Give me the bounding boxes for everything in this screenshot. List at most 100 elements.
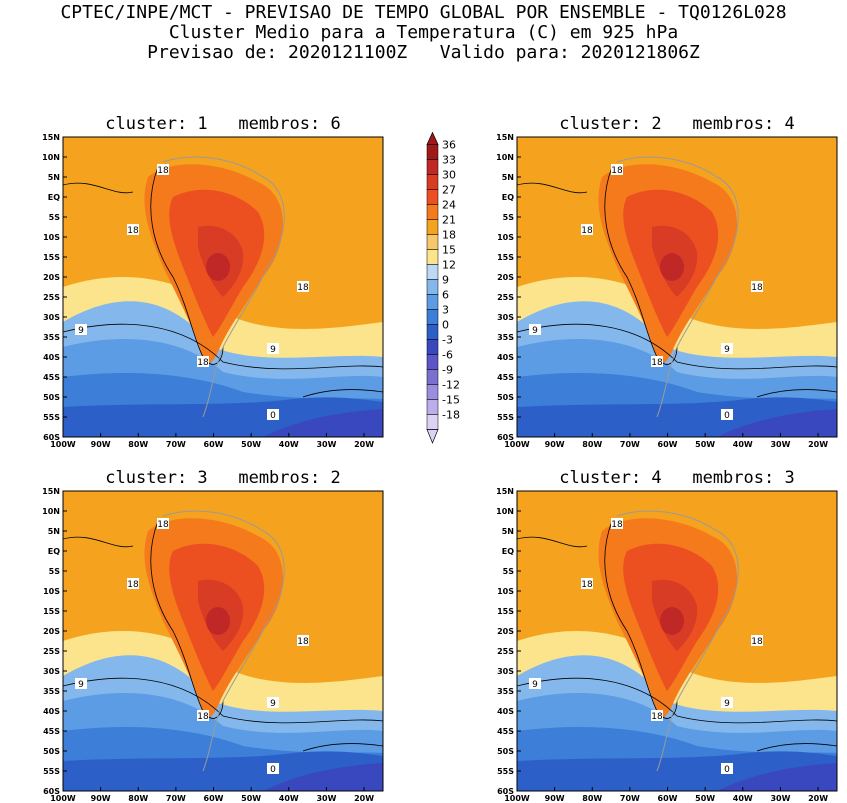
lat-tick-10S: 10S xyxy=(497,233,514,242)
lon-tick-20W: 20W xyxy=(354,440,374,449)
header-line-3: Previsao de: 2020121100Z Valido para: 20… xyxy=(147,42,700,63)
colorbar-label-24: 24 xyxy=(442,199,456,212)
panel-4-title: cluster: 4 membros: 3 xyxy=(559,468,795,488)
contour-label-c9b: 9 xyxy=(724,699,730,709)
colorbar-swatch-6 xyxy=(426,294,439,310)
contour-label-c18a: 18 xyxy=(157,166,169,176)
contour-label-c9a: 9 xyxy=(532,326,538,336)
contour-label-c18b: 18 xyxy=(127,580,139,590)
lon-tick-30W: 30W xyxy=(770,794,790,803)
lat-tick-40S: 40S xyxy=(43,707,60,716)
panel-1-title: cluster: 1 membros: 6 xyxy=(105,114,341,134)
lat-tick-5N: 5N xyxy=(502,527,514,536)
colorbar-label-9: 9 xyxy=(442,274,449,287)
lat-tick-5S: 5S xyxy=(49,213,61,222)
lat-tick-55S: 55S xyxy=(43,413,60,422)
contour-label-c18a: 18 xyxy=(157,520,169,530)
lat-tick-20S: 20S xyxy=(497,627,514,636)
contour-label-box xyxy=(75,678,87,689)
colorbar-swatch-9 xyxy=(426,279,439,295)
lat-tick-60S: 60S xyxy=(497,787,514,796)
lat-tick-15S: 15S xyxy=(43,607,60,616)
colorbar-swatch-12 xyxy=(426,264,439,280)
colorbar-label--9: -9 xyxy=(442,364,453,377)
plot-frame xyxy=(62,136,384,438)
lat-tick-35S: 35S xyxy=(43,333,60,342)
lat-tick-30S: 30S xyxy=(43,313,60,322)
lat-tick-10S: 10S xyxy=(43,233,60,242)
temperature-field xyxy=(516,490,838,792)
lon-tick-70W: 70W xyxy=(166,440,186,449)
contour-label-c9b: 9 xyxy=(270,699,276,709)
header-line-2: Cluster Medio para a Temperatura (C) em … xyxy=(168,22,679,43)
contour-label-box xyxy=(651,356,663,367)
panel-1-map: 18 18 18 18 9 9 0 15N 10N 5N EQ 5S 10S 15S 20S 25S 30S 35… xyxy=(42,133,384,449)
contour-label-c9a: 9 xyxy=(532,680,538,690)
panel-3-title: cluster: 3 membros: 2 xyxy=(105,468,341,488)
colorbar-label-27: 27 xyxy=(442,184,456,197)
lon-tick-80W: 80W xyxy=(582,794,602,803)
contour-label-c18c: 18 xyxy=(297,637,309,647)
lon-tick-20W: 20W xyxy=(354,794,374,803)
contour-label-c18b: 18 xyxy=(581,226,593,236)
contour-label-c18a: 18 xyxy=(611,520,623,530)
contour-label-box xyxy=(75,324,87,335)
lat-tick-35S: 35S xyxy=(497,333,514,342)
lat-tick-10N: 10N xyxy=(42,507,60,516)
lon-tick-100W: 100W xyxy=(504,440,530,449)
lat-tick-25S: 25S xyxy=(497,647,514,656)
contour-label-c18c: 18 xyxy=(751,283,763,293)
colorbar-top-arrow xyxy=(426,131,439,145)
lat-tick-30S: 30S xyxy=(43,667,60,676)
colorbar-swatch-24 xyxy=(426,204,439,220)
colorbar-label-3: 3 xyxy=(442,304,449,317)
contour-label-c18c: 18 xyxy=(751,637,763,647)
contour-label-c18b: 18 xyxy=(127,226,139,236)
colorbar-swatch-30 xyxy=(426,174,439,190)
contour-label-box xyxy=(529,324,541,335)
lat-tick-25S: 25S xyxy=(43,293,60,302)
lon-tick-70W: 70W xyxy=(166,794,186,803)
lat-tick-60S: 60S xyxy=(43,787,60,796)
contour-label-c18d: 18 xyxy=(197,358,209,368)
contour-label-box xyxy=(157,518,169,529)
lat-tick-45S: 45S xyxy=(497,373,514,382)
lat-tick-10N: 10N xyxy=(496,153,514,162)
colorbar-swatch-0 xyxy=(426,324,439,340)
lon-tick-80W: 80W xyxy=(128,440,148,449)
lon-tick-70W: 70W xyxy=(620,794,640,803)
plot-frame xyxy=(516,136,838,438)
lon-tick-60W: 60W xyxy=(204,794,224,803)
colorbar-label-0: 0 xyxy=(442,319,449,332)
colorbar-label--3: -3 xyxy=(442,334,453,347)
contour-label-box xyxy=(267,763,279,774)
temperature-field xyxy=(516,136,838,438)
colorbar-swatch--18 xyxy=(426,414,439,430)
colorbar-swatch--9 xyxy=(426,369,439,385)
contour-label-c9a: 9 xyxy=(78,326,84,336)
lon-tick-40W: 40W xyxy=(279,794,299,803)
lat-tick-15S: 15S xyxy=(497,253,514,262)
lat-tick-55S: 55S xyxy=(43,767,60,776)
temperature-field xyxy=(62,490,384,792)
colorbar-swatch-36 xyxy=(426,144,439,160)
plot-frame xyxy=(62,490,384,792)
lon-tick-60W: 60W xyxy=(658,794,678,803)
colorbar-label-33: 33 xyxy=(442,154,456,167)
colorbar-swatch--3 xyxy=(426,339,439,355)
lon-tick-40W: 40W xyxy=(279,440,299,449)
contour-label-box xyxy=(157,164,169,175)
lon-tick-100W: 100W xyxy=(50,440,76,449)
lat-tick-5N: 5N xyxy=(48,527,60,536)
lat-tick-EQ: EQ xyxy=(502,193,514,202)
contour-label-c0: 0 xyxy=(724,765,730,775)
contour-label-c9a: 9 xyxy=(78,680,84,690)
lat-tick-15N: 15N xyxy=(42,487,60,496)
contour-label-c18b: 18 xyxy=(581,580,593,590)
lon-tick-50W: 50W xyxy=(241,440,261,449)
lat-tick-15S: 15S xyxy=(43,253,60,262)
lat-tick-35S: 35S xyxy=(43,687,60,696)
lat-tick-EQ: EQ xyxy=(48,193,60,202)
